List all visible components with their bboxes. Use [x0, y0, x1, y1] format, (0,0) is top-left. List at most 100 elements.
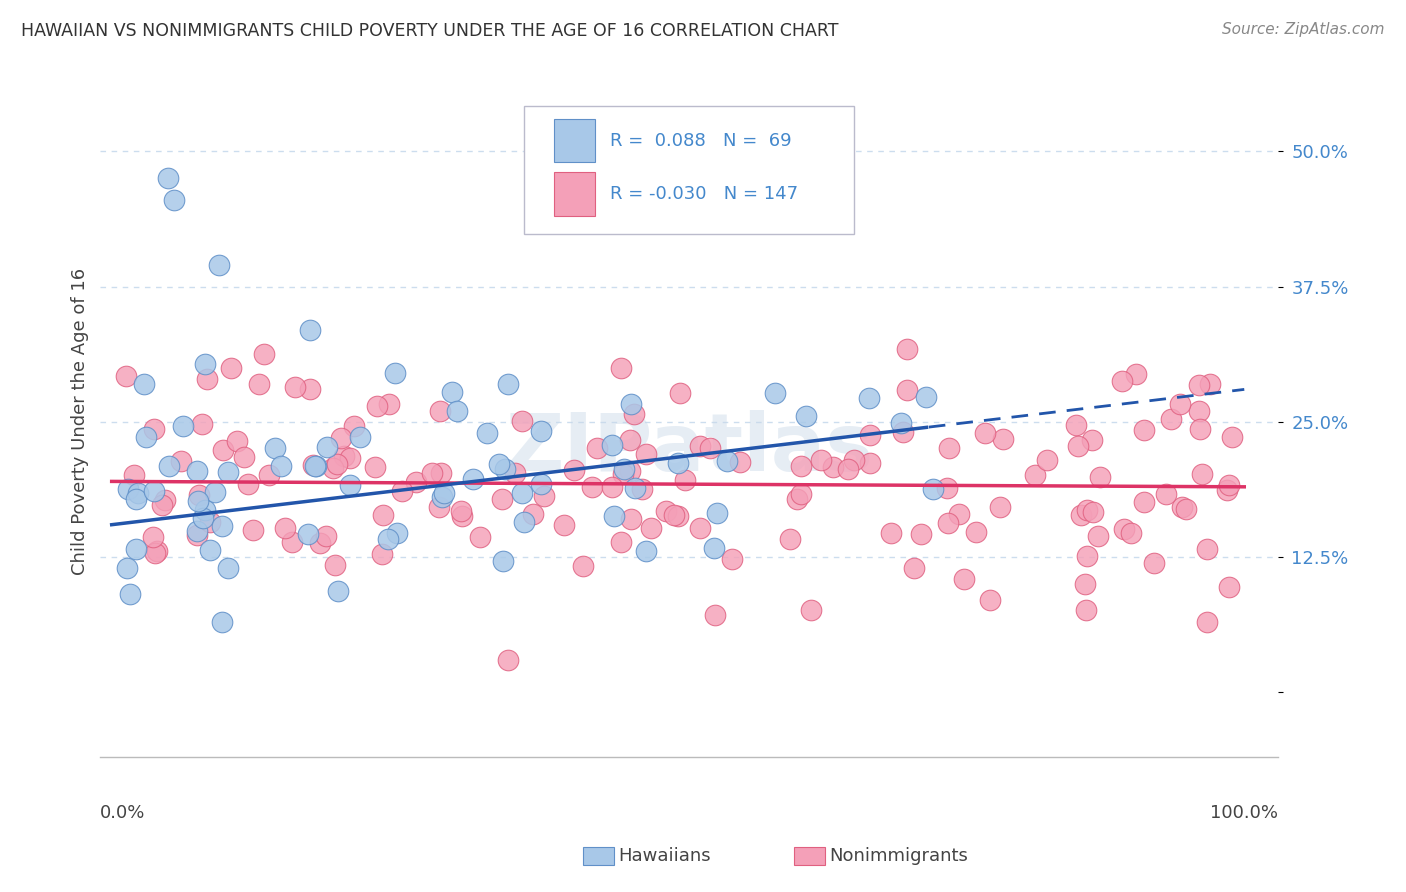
- Point: [217, 560, 239, 574]
- Point: [132, 376, 155, 391]
- Point: [304, 459, 326, 474]
- Point: [197, 372, 219, 386]
- Point: [304, 459, 326, 474]
- Point: [120, 586, 142, 600]
- Point: [1220, 430, 1243, 444]
- Point: [204, 484, 226, 499]
- Point: [1066, 439, 1088, 453]
- Text: Nonimmigrants: Nonimmigrants: [830, 847, 969, 865]
- Point: [433, 486, 456, 500]
- Point: [921, 482, 943, 496]
- Point: [117, 482, 139, 496]
- Point: [1125, 367, 1147, 381]
- Point: [1191, 467, 1213, 481]
- Point: [602, 438, 624, 452]
- Point: [610, 535, 633, 549]
- Point: [1143, 556, 1166, 570]
- Point: [242, 523, 264, 537]
- Point: [512, 516, 534, 530]
- Point: [115, 368, 138, 383]
- Point: [115, 561, 138, 575]
- Point: [915, 390, 938, 404]
- Point: [1171, 500, 1194, 514]
- Point: [935, 481, 957, 495]
- Point: [1188, 404, 1211, 418]
- Point: [143, 484, 166, 499]
- Point: [890, 416, 912, 430]
- Point: [936, 516, 959, 530]
- Text: 100.0%: 100.0%: [1211, 805, 1278, 822]
- Point: [666, 509, 689, 524]
- Point: [270, 458, 292, 473]
- Point: [339, 478, 361, 492]
- Point: [979, 592, 1001, 607]
- Y-axis label: Child Poverty Under the Age of 16: Child Poverty Under the Age of 16: [72, 268, 89, 575]
- Point: [1121, 526, 1143, 541]
- Point: [145, 545, 167, 559]
- Point: [451, 509, 474, 524]
- Point: [316, 441, 339, 455]
- Point: [219, 360, 242, 375]
- Point: [172, 419, 194, 434]
- Point: [896, 342, 918, 356]
- Point: [211, 519, 233, 533]
- Point: [384, 366, 406, 380]
- Point: [263, 441, 285, 455]
- Point: [217, 465, 239, 479]
- Point: [373, 508, 395, 522]
- Point: [125, 541, 148, 556]
- Text: ZIPatlas: ZIPatlas: [505, 409, 873, 488]
- Point: [225, 434, 247, 449]
- Point: [1074, 577, 1097, 591]
- Point: [297, 526, 319, 541]
- Point: [790, 458, 813, 473]
- Point: [533, 489, 555, 503]
- Point: [326, 457, 349, 471]
- Point: [284, 380, 307, 394]
- Point: [298, 383, 321, 397]
- Point: [315, 529, 337, 543]
- Point: [470, 531, 492, 545]
- Point: [322, 460, 344, 475]
- Point: [323, 558, 346, 572]
- Point: [157, 171, 180, 186]
- Point: [122, 467, 145, 482]
- Point: [879, 525, 901, 540]
- Point: [377, 532, 399, 546]
- Point: [689, 521, 711, 535]
- Point: [571, 558, 593, 573]
- Point: [1174, 502, 1197, 516]
- Point: [343, 419, 366, 434]
- Point: [212, 442, 235, 457]
- Point: [257, 468, 280, 483]
- FancyBboxPatch shape: [554, 119, 595, 162]
- Point: [463, 472, 485, 486]
- Point: [494, 462, 516, 476]
- Point: [143, 422, 166, 436]
- Point: [247, 376, 270, 391]
- Point: [125, 491, 148, 506]
- Point: [208, 258, 231, 272]
- Point: [821, 459, 844, 474]
- Point: [1070, 508, 1092, 522]
- Point: [1111, 374, 1133, 388]
- Point: [446, 404, 468, 418]
- Point: [842, 452, 865, 467]
- Point: [1087, 528, 1109, 542]
- Point: [1154, 487, 1177, 501]
- Point: [763, 385, 786, 400]
- Point: [377, 397, 399, 411]
- Point: [510, 414, 533, 428]
- Point: [703, 541, 725, 555]
- Point: [145, 544, 167, 558]
- Point: [475, 425, 498, 440]
- Point: [440, 385, 463, 400]
- Point: [581, 480, 603, 494]
- Point: [1066, 417, 1088, 432]
- Point: [730, 455, 752, 469]
- Point: [530, 476, 553, 491]
- Point: [1076, 602, 1098, 616]
- Point: [450, 504, 472, 518]
- Point: [810, 453, 832, 467]
- Point: [170, 454, 193, 468]
